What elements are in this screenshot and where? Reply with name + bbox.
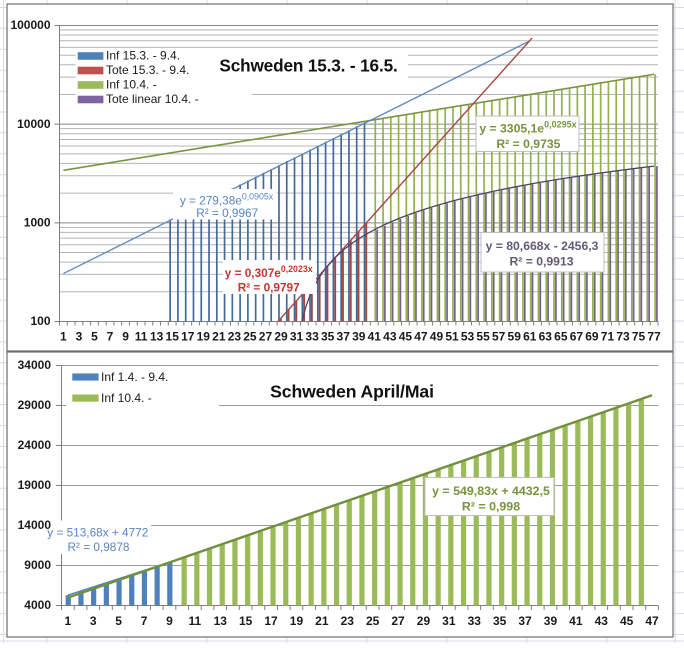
- svg-text:57: 57: [492, 330, 506, 344]
- svg-text:25: 25: [366, 614, 380, 628]
- svg-text:9000: 9000: [24, 558, 51, 572]
- svg-text:75: 75: [632, 330, 646, 344]
- svg-text:71: 71: [601, 330, 615, 344]
- svg-text:45: 45: [399, 330, 413, 344]
- svg-text:R² = 0,9967: R² = 0,9967: [196, 206, 258, 220]
- svg-text:Inf 15.3. - 9.4.: Inf 15.3. - 9.4.: [106, 49, 180, 63]
- svg-text:Tote linear 10.4. -: Tote linear 10.4. -: [106, 92, 199, 106]
- svg-text:35: 35: [493, 614, 507, 628]
- svg-text:23: 23: [341, 614, 355, 628]
- svg-text:49: 49: [430, 330, 444, 344]
- svg-text:67: 67: [570, 330, 584, 344]
- svg-text:1: 1: [65, 614, 72, 628]
- svg-text:R² = 0,998: R² = 0,998: [462, 500, 520, 514]
- svg-text:7: 7: [141, 614, 148, 628]
- svg-text:5: 5: [115, 614, 122, 628]
- svg-text:19: 19: [290, 614, 304, 628]
- svg-text:11: 11: [135, 330, 148, 344]
- svg-text:47: 47: [645, 614, 659, 628]
- svg-text:R² = 0,9735: R² = 0,9735: [496, 137, 560, 151]
- svg-text:1: 1: [60, 330, 67, 344]
- svg-text:19000: 19000: [18, 478, 52, 492]
- svg-text:9: 9: [166, 614, 173, 628]
- svg-text:34000: 34000: [18, 358, 52, 372]
- svg-text:5: 5: [91, 330, 98, 344]
- svg-text:43: 43: [383, 330, 397, 344]
- svg-text:53: 53: [461, 330, 475, 344]
- svg-text:17: 17: [181, 330, 195, 344]
- svg-text:1000: 1000: [24, 215, 51, 229]
- svg-text:43: 43: [595, 614, 609, 628]
- svg-text:13: 13: [214, 614, 228, 628]
- svg-text:37: 37: [518, 614, 532, 628]
- svg-text:51: 51: [445, 330, 459, 344]
- svg-text:9: 9: [122, 330, 129, 344]
- svg-text:59: 59: [508, 330, 522, 344]
- svg-text:19: 19: [197, 330, 211, 344]
- svg-text:15: 15: [166, 330, 180, 344]
- svg-text:21: 21: [315, 614, 329, 628]
- svg-text:17: 17: [264, 614, 278, 628]
- svg-text:73: 73: [616, 330, 630, 344]
- svg-text:y = 80,668x - 2456,3: y = 80,668x - 2456,3: [486, 239, 599, 253]
- svg-text:11: 11: [189, 614, 202, 628]
- svg-text:Tote 15.3. - 9.4.: Tote 15.3. - 9.4.: [106, 63, 189, 77]
- svg-text:23: 23: [228, 330, 242, 344]
- svg-text:63: 63: [539, 330, 553, 344]
- svg-text:21: 21: [212, 330, 226, 344]
- svg-text:27: 27: [391, 614, 405, 628]
- svg-text:R² = 0,9913: R² = 0,9913: [509, 255, 573, 269]
- svg-text:13: 13: [150, 330, 164, 344]
- svg-text:3: 3: [90, 614, 97, 628]
- svg-text:R² = 0,9797: R² = 0,9797: [238, 280, 300, 294]
- svg-text:10000: 10000: [17, 117, 51, 131]
- svg-text:25: 25: [243, 330, 257, 344]
- svg-text:35: 35: [321, 330, 335, 344]
- svg-text:Inf 1.4. - 9.4.: Inf 1.4. - 9.4.: [101, 370, 168, 384]
- svg-text:Schweden April/Mai: Schweden April/Mai: [270, 382, 434, 402]
- svg-text:61: 61: [523, 330, 537, 344]
- svg-text:29000: 29000: [18, 398, 52, 412]
- svg-text:27: 27: [259, 330, 273, 344]
- svg-text:69: 69: [585, 330, 599, 344]
- svg-text:33: 33: [468, 614, 482, 628]
- svg-text:24000: 24000: [18, 438, 52, 452]
- svg-text:77: 77: [647, 330, 661, 344]
- svg-text:41: 41: [569, 614, 583, 628]
- svg-text:Schweden 15.3. - 16.5.: Schweden 15.3. - 16.5.: [219, 56, 397, 76]
- svg-text:14000: 14000: [18, 518, 52, 532]
- svg-text:29: 29: [417, 614, 431, 628]
- svg-text:47: 47: [414, 330, 428, 344]
- svg-text:Inf 10.4. -: Inf 10.4. -: [106, 78, 157, 92]
- svg-text:7: 7: [107, 330, 114, 344]
- svg-text:15: 15: [239, 614, 253, 628]
- svg-text:31: 31: [290, 330, 304, 344]
- svg-text:4000: 4000: [24, 598, 51, 612]
- svg-text:33: 33: [305, 330, 319, 344]
- svg-text:100000: 100000: [10, 18, 50, 32]
- svg-text:65: 65: [554, 330, 568, 344]
- svg-text:31: 31: [442, 614, 456, 628]
- svg-text:100: 100: [30, 314, 50, 328]
- svg-text:3: 3: [76, 330, 83, 344]
- svg-text:55: 55: [476, 330, 490, 344]
- svg-text:41: 41: [368, 330, 382, 344]
- svg-text:y = 513,68x + 4772: y = 513,68x + 4772: [47, 526, 148, 540]
- svg-text:45: 45: [620, 614, 634, 628]
- svg-text:R² = 0,9878: R² = 0,9878: [68, 540, 130, 554]
- svg-text:y = 549,83x + 4432,5: y = 549,83x + 4432,5: [432, 484, 550, 498]
- svg-text:39: 39: [352, 330, 366, 344]
- svg-text:39: 39: [544, 614, 558, 628]
- svg-text:Inf 10.4. -: Inf 10.4. -: [101, 391, 152, 405]
- svg-text:37: 37: [337, 330, 351, 344]
- svg-text:29: 29: [274, 330, 288, 344]
